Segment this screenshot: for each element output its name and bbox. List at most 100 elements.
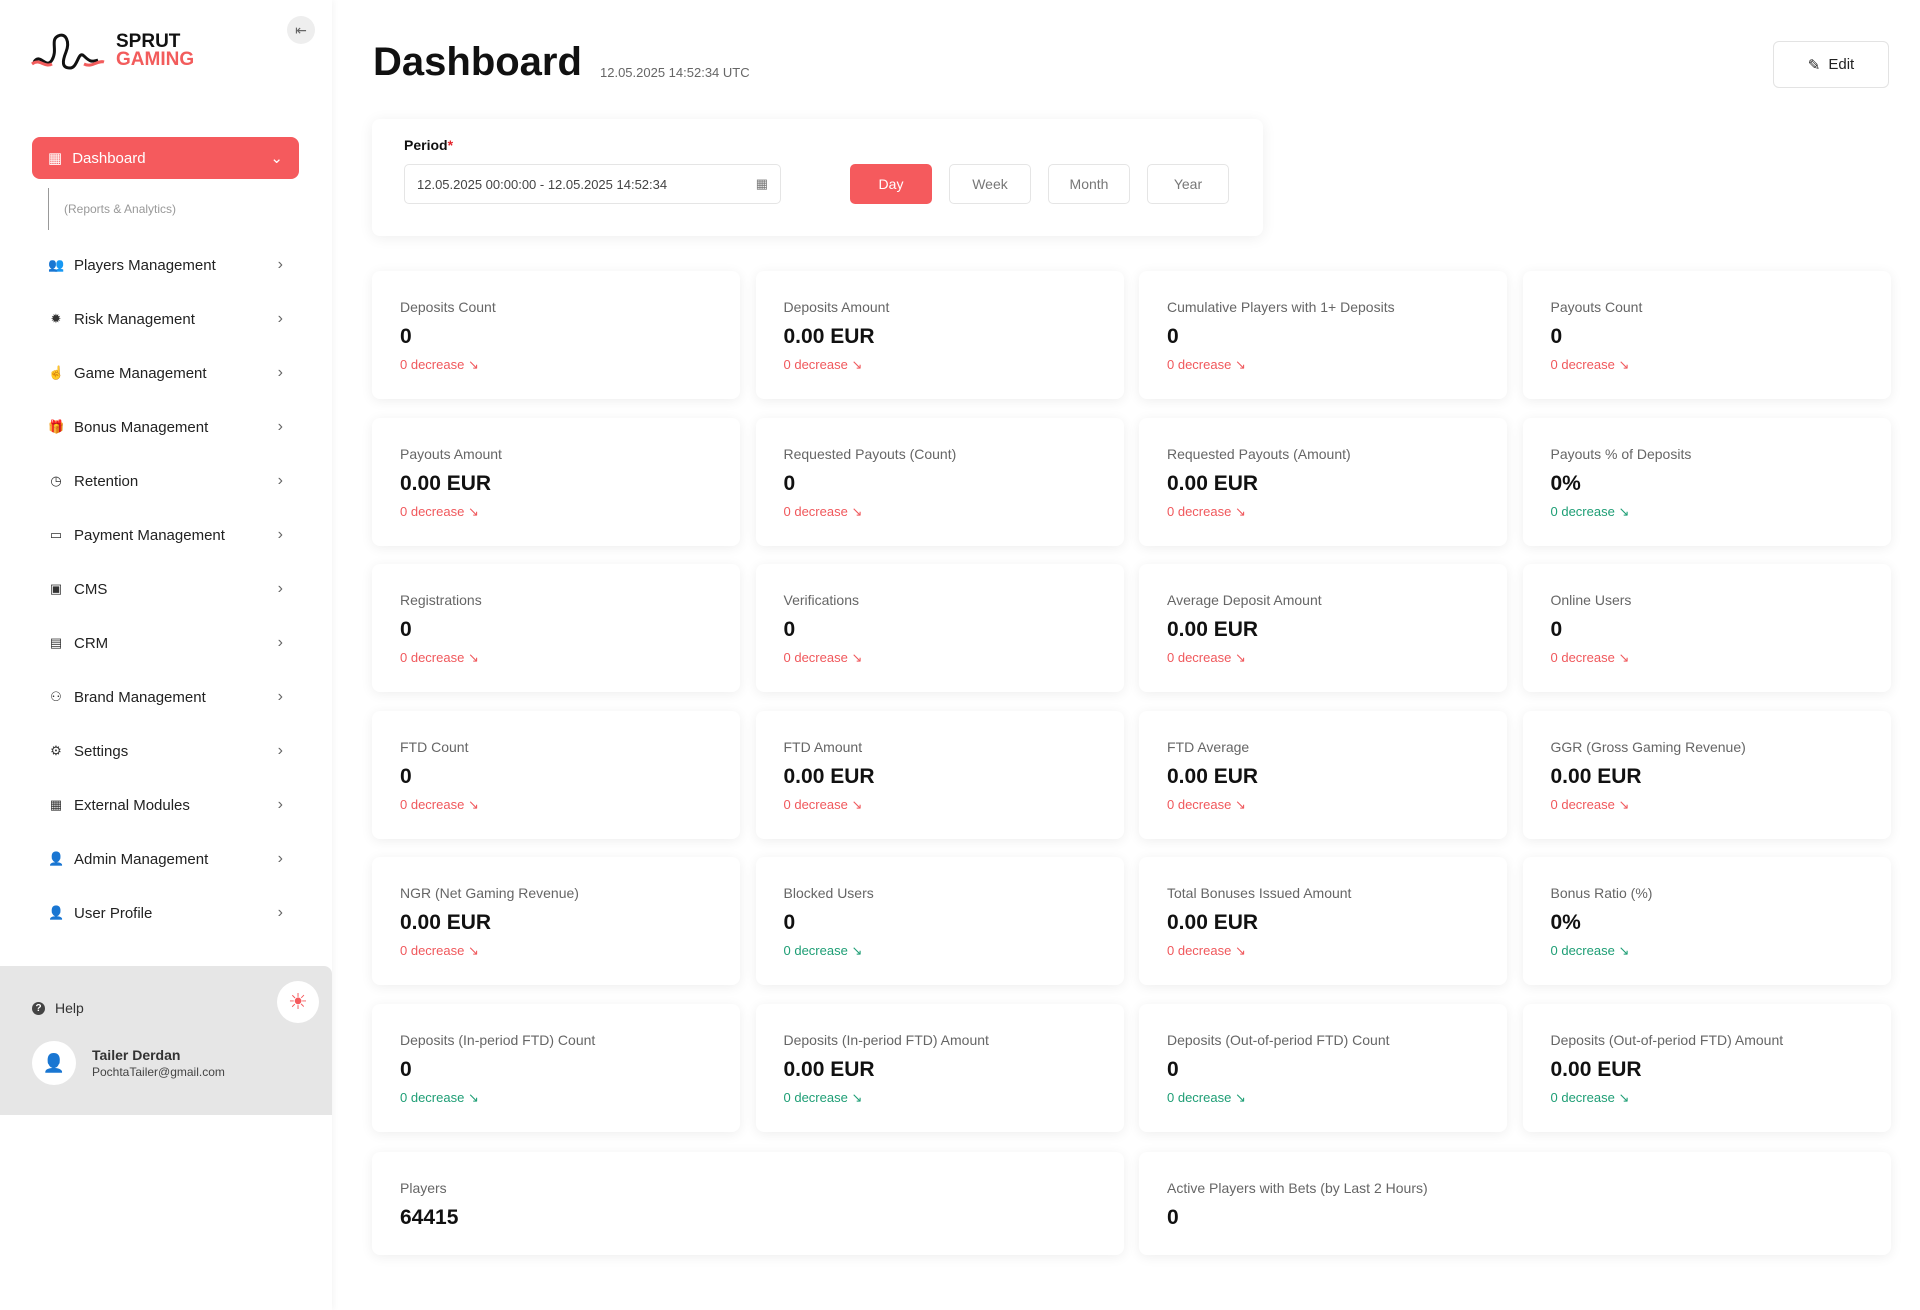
metric-label: Requested Payouts (Amount): [1167, 445, 1351, 462]
chevron-down-icon: ⌄: [270, 150, 283, 167]
metric-trend: 0 decrease ↘: [400, 650, 479, 665]
metric-label: Verifications: [783, 592, 859, 608]
sidebar-item-bonus-management[interactable]: 🎁 Bonus Management ›: [32, 407, 299, 447]
metric-card: Payouts Amount 0.00 EUR 0 decrease ↘: [372, 417, 740, 546]
metric-trend: 0 decrease ↘: [400, 357, 479, 372]
metric-value: 0.00 EUR: [1167, 618, 1259, 641]
chevron-right-icon: ›: [277, 310, 283, 327]
period-day-button[interactable]: Day: [850, 164, 932, 204]
metric-label: Payouts Amount: [400, 445, 502, 462]
period-month-button[interactable]: Month: [1048, 164, 1130, 204]
chevron-right-icon: ›: [277, 364, 283, 381]
sidebar-item-settings[interactable]: ⚙ Settings ›: [32, 731, 299, 771]
metric-value: 0.00 EUR: [400, 471, 492, 495]
help-link[interactable]: ? Help: [32, 1000, 84, 1016]
metric-value: 0: [400, 325, 412, 348]
metric-value: 0.00 EUR: [1167, 911, 1259, 934]
metric-value: 0.00 EUR: [783, 325, 875, 348]
metric-value: 64415: [400, 1206, 459, 1229]
clock-icon: ◷: [50, 473, 62, 488]
metric-label: Payouts Count: [1550, 299, 1643, 315]
metric-card: Total Bonuses Issued Amount 0.00 EUR 0 dec…: [1139, 857, 1507, 985]
sidebar-item-cms[interactable]: ▣ CMS ›: [32, 569, 299, 609]
metric-label: Deposits (Out-of-period FTD) Count: [1167, 1031, 1390, 1048]
sidebar-item-label: Retention: [74, 472, 139, 490]
sidebar-footer: ? Help ☀ 👤 Tailer Derdan PochtaTailer@gmai…: [0, 966, 332, 1115]
metric-label: Active Players with Bets (by Last 2 Hour…: [1167, 1180, 1428, 1196]
user-profile[interactable]: 👤 Tailer Derdan PochtaTailer@gmail.com: [32, 1041, 225, 1085]
user-gear-icon: 👤: [48, 851, 65, 866]
sidebar-item-risk-management[interactable]: ✹ Risk Management ›: [32, 299, 299, 339]
trend-down-icon: ↘: [851, 357, 863, 372]
sidebar-item-external-modules[interactable]: ▦ External Modules ›: [32, 785, 299, 825]
metric-label: Deposits Count: [400, 299, 496, 315]
metric-value: 0.00 EUR: [1550, 1057, 1642, 1081]
sidebar-item-label: CRM: [74, 634, 109, 652]
metric-card: GGR (Gross Gaming Revenue) 0.00 EUR 0 decr…: [1522, 710, 1891, 839]
chevron-right-icon: ›: [277, 580, 283, 597]
metric-value: 0%: [1550, 471, 1581, 495]
trend-down-icon: ↘: [1618, 357, 1630, 372]
sidebar-item-crm[interactable]: ▤ CRM ›: [32, 623, 299, 663]
gears-icon: ⚙: [50, 743, 62, 758]
virus-icon: ✹: [50, 311, 62, 326]
metric-card: Deposits (Out-of-period FTD) Amount 0.00 …: [1522, 1003, 1891, 1132]
theme-toggle[interactable]: ☀: [277, 981, 319, 1023]
metric-value: 0: [1167, 325, 1179, 348]
metric-value: 0: [783, 471, 796, 495]
sidebar-item-label: User Profile: [74, 904, 153, 922]
gift-icon: 🎁: [48, 419, 65, 434]
user-name: Tailer Derdan: [92, 1047, 181, 1063]
subitem-label: (Reports & Analytics): [64, 202, 177, 216]
trend-down-icon: ↘: [851, 650, 863, 665]
sidebar-item-players-management[interactable]: 👥 Players Management ›: [32, 245, 299, 285]
metric-card: Payouts Count 0 0 decrease ↘: [1522, 271, 1891, 399]
metric-card: Payouts % of Deposits 0% 0 decrease ↘: [1522, 417, 1891, 546]
metric-card: FTD Average 0.00 EUR 0 decrease ↘: [1139, 710, 1507, 839]
metric-card: FTD Count 0 0 decrease ↘: [372, 710, 740, 839]
sidebar-item-retention[interactable]: ◷ Retention ›: [32, 461, 299, 501]
trend-down-icon: ↘: [467, 650, 479, 665]
trend-down-icon: ↘: [467, 1089, 479, 1105]
sidebar: SPRUT GAMING ⇤ ▦ Dashboard ⌄ (Reports & A…: [0, 0, 332, 1310]
sidebar-item-user-profile[interactable]: 👤 User Profile ›: [32, 893, 299, 933]
metric-value: 0.00 EUR: [1167, 471, 1259, 495]
metric-label: Cumulative Players with 1+ Deposits: [1167, 299, 1395, 315]
period-year-button[interactable]: Year: [1147, 164, 1229, 204]
sidebar-item-brand-management[interactable]: ⚇ Brand Management ›: [32, 677, 299, 717]
sidebar-item-game-management[interactable]: ☝ Game Management ›: [32, 353, 299, 393]
metric-trend: 0 decrease ↘: [1550, 943, 1630, 958]
metric-label: FTD Average: [1167, 738, 1250, 755]
metric-card-wide: Players 64415: [372, 1152, 1124, 1255]
metric-trend: 0 decrease ↘: [1167, 503, 1246, 519]
clipboard-icon: ▤: [49, 635, 63, 650]
metric-label: NGR (Net Gaming Revenue): [400, 885, 579, 901]
edit-button[interactable]: ✎ Edit: [1773, 41, 1889, 88]
period-date-range-input[interactable]: 12.05.2025 00:00:00 - 12.05.2025 14:52:3…: [404, 164, 781, 204]
period-label: Period*: [404, 137, 454, 153]
metric-card: NGR (Net Gaming Revenue) 0.00 EUR 0 decrea…: [372, 857, 740, 985]
period-week-button[interactable]: Week: [949, 164, 1031, 204]
brand-logo[interactable]: SPRUT GAMING: [30, 30, 194, 72]
sidebar-item-dashboard[interactable]: ▦ Dashboard ⌄: [32, 137, 299, 179]
metric-card: Average Deposit Amount 0.00 EUR 0 decrease…: [1139, 564, 1507, 692]
trend-down-icon: ↘: [467, 943, 479, 958]
sidebar-item-payment-management[interactable]: ▭ Payment Management ›: [32, 515, 299, 555]
chevron-right-icon: ›: [277, 256, 283, 273]
metric-card: Bonus Ratio (%) 0% 0 decrease ↘: [1522, 857, 1891, 985]
trend-down-icon: ↘: [1234, 943, 1246, 958]
metric-value: 0: [400, 618, 412, 641]
metric-trend: 0 decrease ↘: [1167, 357, 1246, 372]
chevron-right-icon: ›: [277, 634, 283, 651]
metric-trend: 0 decrease ↘: [400, 943, 479, 958]
collapse-sidebar-button[interactable]: ⇤: [287, 16, 315, 44]
metric-trend: 0 decrease ↘: [783, 1089, 863, 1105]
metric-card-wide: Active Players with Bets (by Last 2 Hour…: [1139, 1152, 1891, 1255]
sidebar-item-admin-management[interactable]: 👤 Admin Management ›: [32, 839, 299, 879]
metric-card: Verifications 0 0 decrease ↘: [755, 564, 1124, 692]
trend-down-icon: ↘: [851, 796, 863, 812]
sidebar-subitem-reports[interactable]: (Reports & Analytics): [48, 188, 176, 230]
grid-icon: ▦: [49, 797, 63, 812]
metric-card: Deposits (In-period FTD) Count 0 0 decreas…: [372, 1003, 740, 1132]
metric-label: Online Users: [1550, 592, 1632, 608]
